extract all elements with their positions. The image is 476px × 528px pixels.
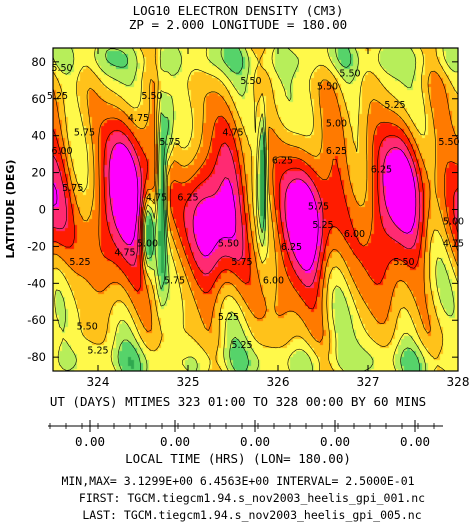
last-file-line: LAST: TGCM.tiegcm1.94.s_nov2003_heelis_g… — [82, 508, 421, 522]
contour-label: 5.00 — [326, 118, 347, 129]
contour-line — [105, 47, 420, 372]
contour-label: 5.50 — [393, 257, 414, 268]
contour-lines — [52, 47, 459, 372]
contour-label: 5.25 — [69, 257, 90, 268]
y-tick-label: 80 — [31, 55, 46, 69]
first-file-line: FIRST: TGCM.tiegcm1.94.s_nov2003_heelis_… — [79, 491, 425, 505]
chart-subtitle: ZP = 2.000 LONGITUDE = 180.00 — [129, 17, 347, 32]
local-time-tick-label: 0.00 — [240, 434, 270, 449]
contour-label: 4.75 — [443, 238, 464, 249]
contour-label: 5.75 — [308, 202, 329, 213]
x-tick-label: 328 — [447, 375, 470, 389]
contour-line — [52, 47, 459, 372]
contour-label: 5.75 — [74, 128, 95, 139]
x-axis-label: UT (DAYS) MTIMES 323 01:00 TO 328 00:00 … — [50, 394, 426, 409]
x-tick-label: 327 — [357, 375, 380, 389]
y-tick-label: 0 — [39, 203, 46, 217]
contour-line — [52, 129, 459, 288]
local-time-label: LOCAL TIME (HRS) (LON= 180.00) — [125, 451, 351, 466]
contour-label: 5.50 — [339, 69, 360, 80]
contour-label: 5.50 — [438, 137, 459, 148]
contour-line — [52, 70, 459, 343]
local-time-axis: 0.00 0.00 0.00 0.00 0.00 — [48, 420, 443, 449]
local-time-tick-label: 0.00 — [400, 434, 430, 449]
y-tick-label: 40 — [31, 129, 46, 143]
chart-title: LOG10 ELECTRON DENSITY (CM3) — [133, 3, 344, 18]
contour-label: 5.00 — [443, 216, 464, 227]
contour-label: 5.25 — [87, 345, 108, 356]
y-tick-label: -60 — [27, 313, 46, 327]
contour-label: 5.25 — [231, 340, 252, 351]
local-time-tick-label: 0.00 — [160, 434, 190, 449]
contour-label: 6.00 — [263, 275, 284, 286]
contour-line — [52, 115, 459, 310]
x-tick-label: 324 — [87, 375, 110, 389]
x-tick-label: 325 — [177, 375, 200, 389]
contour-label: 4.75 — [114, 248, 135, 259]
y-tick-label: 20 — [31, 166, 46, 180]
density-heatmap — [53, 48, 458, 371]
contour-label: 5.25 — [47, 91, 68, 102]
contour-label: 5.00 — [137, 238, 158, 249]
local-time-tick-label: 0.00 — [320, 434, 350, 449]
contour-label: 5.50 — [141, 91, 162, 102]
contour-label: 5.25 — [384, 100, 405, 111]
y-axis: 80 60 40 20 0 -20 -40 -60 -80 — [27, 55, 458, 364]
contour-label: 6.25 — [281, 242, 302, 253]
contour-label: 4.75 — [222, 128, 243, 139]
contour-label: 5.50 — [77, 321, 98, 332]
plot-area: 5.255.506.005.755.255.755.504.754.755.00… — [47, 47, 464, 372]
x-axis: 324 325 326 327 328 — [87, 48, 470, 389]
contour-label: 5.75 — [62, 183, 83, 194]
contour-line — [52, 47, 459, 372]
min-max-line: MIN,MAX= 3.1299E+00 6.4563E+00 INTERVAL=… — [61, 474, 414, 488]
contour-label: 6.25 — [272, 155, 293, 166]
contour-labels: 5.255.506.005.755.255.755.504.754.755.00… — [47, 63, 464, 356]
contour-label: 6.25 — [177, 192, 198, 203]
contour-label: 5.75 — [159, 137, 180, 148]
contour-label: 5.25 — [312, 220, 333, 231]
y-tick-label: 60 — [31, 92, 46, 106]
contour-label: 4.75 — [146, 192, 167, 203]
contour-label: 5.75 — [164, 275, 185, 286]
contour-label: 5.25 — [218, 312, 239, 323]
contour-label: 6.25 — [326, 146, 347, 157]
contour-label: 6.00 — [344, 229, 365, 240]
contour-label: 6.25 — [371, 165, 392, 176]
contour-label: 6.00 — [51, 146, 72, 157]
contour-label: 5.50 — [240, 76, 261, 87]
x-tick-label: 326 — [267, 375, 290, 389]
y-tick-label: -80 — [27, 350, 46, 364]
local-time-tick-label: 0.00 — [75, 434, 105, 449]
y-tick-label: -40 — [27, 276, 46, 290]
contour-label: 4.75 — [128, 113, 149, 124]
contour-label: 5.50 — [317, 82, 338, 93]
y-tick-label: -20 — [27, 239, 46, 253]
y-axis-label: LATITUDE (DEG) — [4, 160, 17, 259]
contour-label: 5.50 — [218, 238, 239, 249]
contour-label: 5.50 — [51, 63, 72, 74]
contour-label: 5.75 — [231, 257, 252, 268]
